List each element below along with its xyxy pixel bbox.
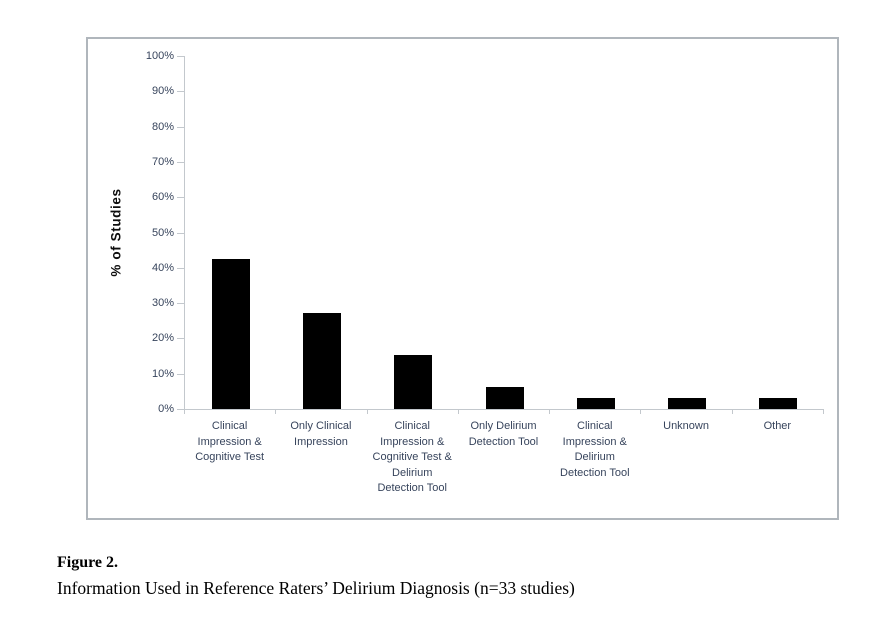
x-tick-mark	[366, 410, 368, 414]
x-category-label-line: Only Clinical	[290, 420, 352, 432]
x-category-label-line: Detection Tool	[377, 482, 447, 494]
x-category-label: Only Delirium Detection Tool	[456, 419, 552, 450]
bar	[302, 312, 341, 409]
x-tick-mark	[823, 410, 824, 414]
x-tick-mark	[549, 410, 551, 414]
y-tick-mark	[177, 126, 184, 128]
x-tick-mark	[184, 410, 185, 414]
y-tick-label: 30%	[151, 297, 174, 310]
x-category-label-line: Cognitive Test &	[372, 451, 452, 463]
x-tick-mark	[275, 410, 277, 414]
bar	[485, 387, 524, 409]
bar	[759, 398, 798, 409]
y-tick-label: 50%	[151, 226, 174, 239]
x-category-label: Clinical Impression & Cognitive Test & Deli…	[364, 419, 460, 497]
x-category-label-line: Delirium	[574, 451, 615, 463]
y-tick-mark	[177, 338, 184, 340]
x-category-label-line: Other	[763, 420, 792, 432]
x-category-label-line: Detection Tool	[560, 466, 630, 479]
bar	[394, 355, 433, 409]
x-category-label: Clinical Impression & Delirium Detection To…	[547, 419, 643, 481]
y-tick-label: 70%	[151, 155, 174, 168]
x-category-label-line: Impression &	[562, 435, 627, 448]
x-category-label-line: Impression &	[197, 435, 262, 448]
y-tick-label: 90%	[151, 85, 174, 98]
y-tick-mark	[177, 303, 184, 305]
y-tick-mark	[177, 197, 184, 199]
bar	[668, 398, 707, 409]
x-category-label-line: Clinical	[211, 420, 248, 432]
figure-caption-block: Figure 2. Information Used in Reference …	[57, 553, 575, 599]
y-tick-mark	[177, 232, 184, 234]
y-tick-label: 20%	[151, 332, 174, 345]
x-category-label: Clinical Impression & Cognitive Test	[182, 419, 278, 466]
x-category-label-line: Clinical	[394, 420, 430, 432]
x-category-label-line: Detection Tool	[468, 435, 539, 448]
x-category-label-line: Unknown	[663, 420, 709, 432]
y-tick-label: 60%	[151, 191, 174, 204]
y-tick-label: 0%	[158, 403, 174, 415]
x-tick-mark	[640, 410, 642, 414]
y-tick-label: 40%	[151, 261, 174, 274]
plot-area	[184, 56, 824, 410]
x-tick-mark	[731, 410, 733, 414]
y-tick-label: 100%	[145, 50, 174, 62]
y-tick-mark	[177, 161, 184, 163]
x-category-label-line: Impression	[294, 435, 348, 448]
bar	[576, 398, 615, 409]
x-category-label: Only Clinical Impression	[273, 419, 369, 450]
bar	[211, 259, 250, 409]
x-category-label-line: Impression &	[380, 435, 445, 448]
figure-caption-text: Information Used in Reference Raters’ De…	[57, 578, 575, 598]
x-category-label-line: Cognitive Test	[195, 451, 265, 463]
y-tick-mark	[177, 267, 184, 269]
y-tick-label: 10%	[151, 367, 174, 380]
y-tick-mark	[177, 409, 184, 410]
chart-frame: % of Studies 0% 10% 20% 30% 40% 50% 60% 70% 80% 9…	[86, 37, 839, 520]
x-category-label-line: Only Delirium	[470, 420, 537, 432]
x-category-label-line: Delirium	[392, 466, 433, 479]
x-category-label: Other	[729, 419, 825, 435]
x-tick-mark	[457, 410, 459, 414]
y-tick-mark	[177, 91, 184, 93]
x-category-label-line: Clinical	[577, 420, 613, 432]
y-tick-label: 80%	[151, 120, 174, 133]
y-tick-mark	[177, 373, 184, 375]
y-tick-mark	[177, 56, 184, 57]
x-category-label: Unknown	[638, 419, 734, 435]
figure-number-label: Figure 2.	[57, 554, 119, 571]
